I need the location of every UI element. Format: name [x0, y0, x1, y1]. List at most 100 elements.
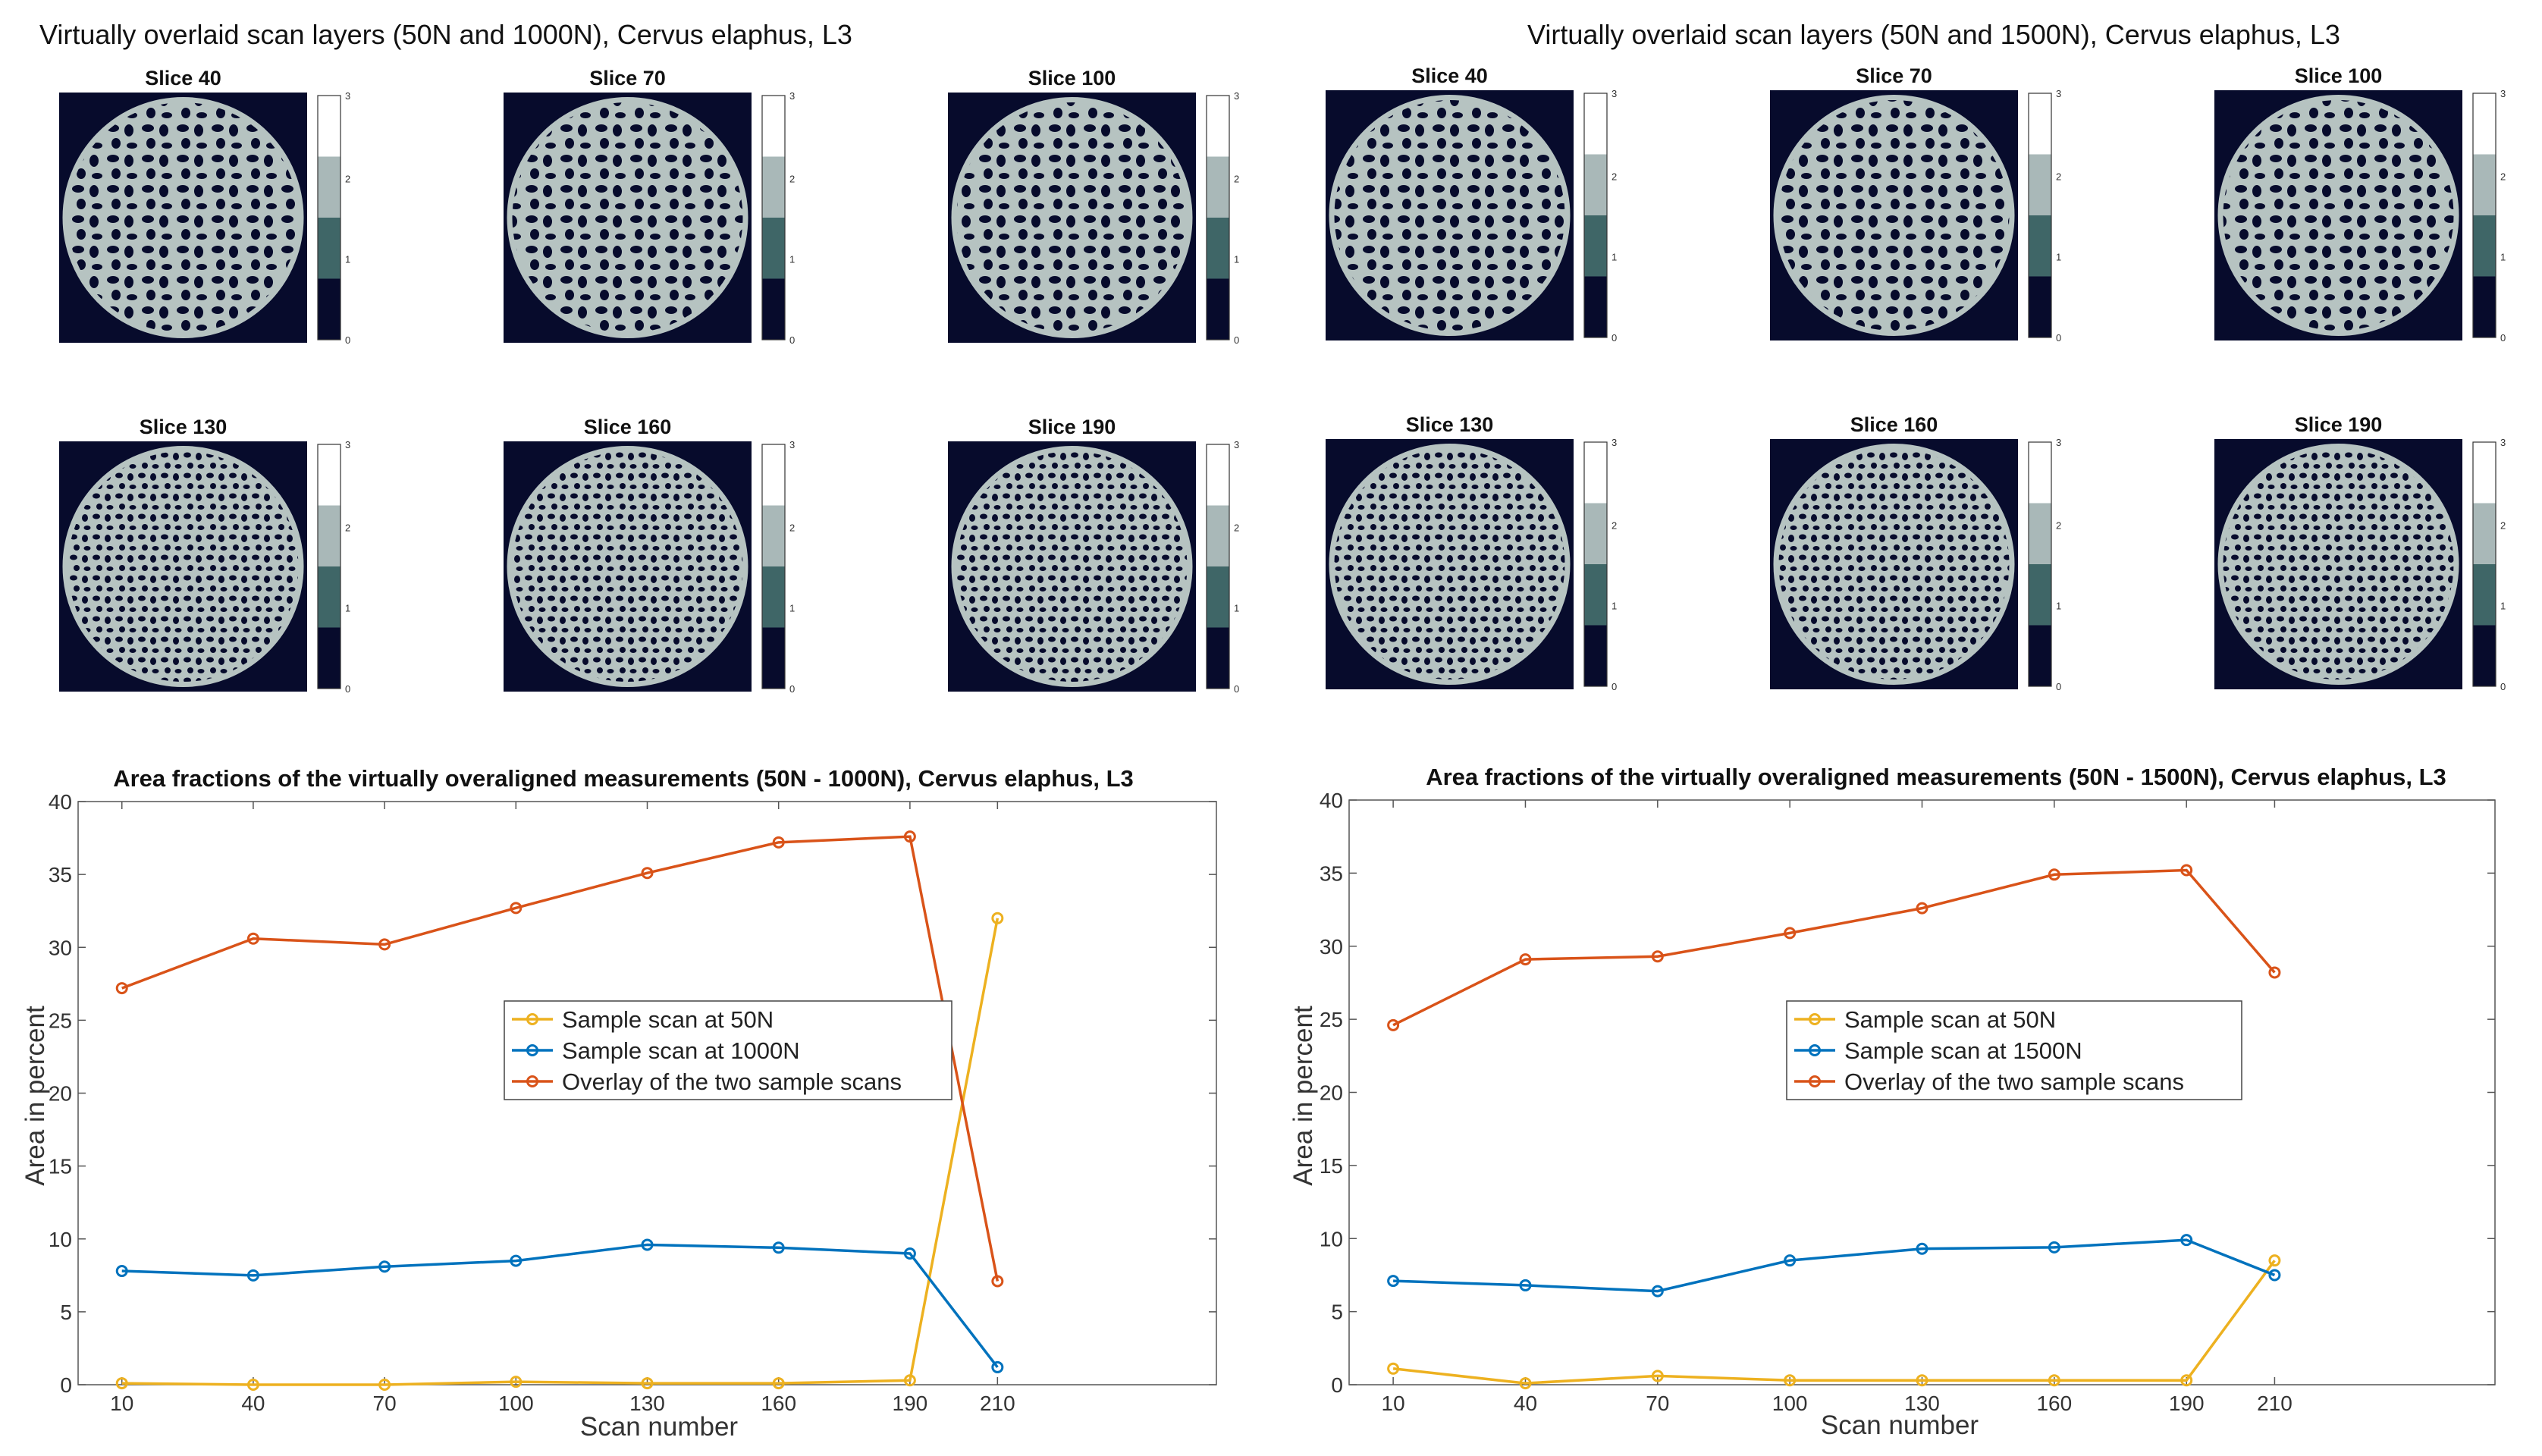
x-tick-label: 40 [241, 1392, 265, 1415]
data-point [510, 902, 523, 915]
y-tick-label: 25 [1320, 1008, 1343, 1031]
colorbar-level [1207, 627, 1229, 689]
panel-title-left: Virtually overlaid scan layers (50N and … [39, 19, 852, 50]
data-point [903, 1247, 916, 1260]
colorbar-frame [761, 444, 786, 689]
colorbar-tick-label: 3 [789, 439, 795, 450]
bone-section [2220, 97, 2456, 334]
slice-panel: Slice 190 3 2 1 0 [948, 416, 1239, 695]
data-point [246, 1379, 259, 1391]
data-point [1916, 1374, 1928, 1387]
colorbar-level [2473, 442, 2496, 504]
x-tick-label: 130 [1904, 1392, 1940, 1415]
x-tick-label: 210 [980, 1392, 1015, 1415]
bone-section [510, 448, 745, 685]
colorbar-level [762, 156, 785, 218]
y-tick-label: 0 [1331, 1373, 1343, 1397]
colorbar-tick-label: 2 [2500, 519, 2506, 531]
panel-title-right: Virtually overlaid scan layers (50N and … [1527, 19, 2340, 50]
bone-cortex [1773, 444, 2015, 685]
colorbar-level [1207, 278, 1229, 340]
colorbar-level [1584, 154, 1607, 215]
data-point [1519, 1279, 1532, 1291]
colorbar-tick-label: 2 [789, 173, 795, 184]
data-point [641, 1377, 654, 1390]
slice-label: Slice 160 [1850, 413, 1938, 436]
bone-cortex [507, 446, 748, 687]
y-tick-label: 5 [1331, 1301, 1343, 1324]
bone-cortex [62, 446, 304, 687]
colorbar-level [762, 96, 785, 157]
data-point [641, 1238, 654, 1251]
colorbar-frame [317, 444, 341, 689]
legend-label: Overlay of the two sample scans [1844, 1068, 2184, 1095]
data-point [2048, 1374, 2060, 1387]
bone-section [954, 448, 1190, 685]
data-point [246, 1269, 259, 1282]
bone-section [1332, 446, 1568, 682]
bone-section [510, 99, 745, 336]
y-tick-label: 35 [49, 863, 72, 886]
data-point [2180, 864, 2193, 877]
slice-label: Slice 40 [1411, 64, 1488, 87]
colorbar-tick-label: 1 [2056, 601, 2061, 612]
colorbar-level [2473, 93, 2496, 155]
y-tick-label: 30 [49, 936, 72, 959]
x-tick-label: 190 [2169, 1392, 2205, 1415]
colorbar-level [2473, 625, 2496, 686]
colorbar-tick-label: 2 [1234, 173, 1239, 184]
slice-label: Slice 70 [1856, 64, 1932, 87]
colorbar-level [1207, 156, 1229, 218]
data-point [1519, 953, 1532, 966]
legend-label: Sample scan at 1500N [1844, 1037, 2082, 1064]
chart-right: Area fractions of the virtually overalig… [1288, 764, 2496, 1440]
colorbar-level [1207, 96, 1229, 157]
data-point [991, 1275, 1004, 1288]
colorbar-level [318, 96, 341, 157]
colorbar-frame [1206, 444, 1230, 689]
slice-panel: Slice 160 3 2 1 0 [504, 416, 795, 695]
colorbar-tick-label: 3 [2500, 88, 2506, 99]
data-point [2268, 1269, 2281, 1282]
data-point [2180, 1234, 2193, 1247]
colorbar-tick-label: 2 [789, 522, 795, 533]
colorbar-level [1584, 564, 1607, 626]
colorbar-level [1207, 218, 1229, 279]
data-point [1916, 1242, 1928, 1255]
bone-section [954, 99, 1190, 336]
data-point [772, 1241, 785, 1254]
colorbar-frame [761, 95, 786, 340]
legend-marker [526, 1075, 538, 1087]
colorbar-level [762, 627, 785, 689]
slice-panel: Slice 70 3 2 1 0 [504, 67, 795, 346]
x-tick-label: 70 [373, 1392, 397, 1415]
colorbar-tick-label: 2 [345, 522, 350, 533]
bone-cortex [2217, 95, 2459, 336]
y-tick-label: 5 [60, 1301, 72, 1324]
data-point [246, 932, 259, 945]
data-point [1651, 1285, 1664, 1298]
colorbar-tick-label: 3 [345, 439, 350, 450]
series-line [121, 835, 1000, 1282]
bone-section [1332, 97, 1568, 334]
y-tick-label: 40 [49, 790, 72, 814]
colorbar-tick-label: 0 [2056, 332, 2061, 344]
data-point [772, 836, 785, 849]
data-point [378, 938, 391, 951]
colorbar-level [318, 627, 341, 689]
series-line [1392, 1260, 2276, 1385]
colorbar-tick-label: 3 [1612, 437, 1617, 448]
colorbar-level [2029, 215, 2051, 277]
colorbar-tick-label: 2 [1612, 519, 1617, 531]
data-point [1387, 1275, 1400, 1288]
colorbar-level [1584, 276, 1607, 337]
colorbar-tick-label: 2 [1612, 171, 1617, 182]
legend-marker [526, 1013, 538, 1025]
colorbar-level [318, 566, 341, 628]
x-tick-label: 40 [1514, 1392, 1537, 1415]
y-tick-label: 25 [49, 1009, 72, 1032]
colorbar-tick-label: 2 [1234, 522, 1239, 533]
colorbar-frame [2028, 93, 2052, 338]
data-point [378, 1260, 391, 1273]
